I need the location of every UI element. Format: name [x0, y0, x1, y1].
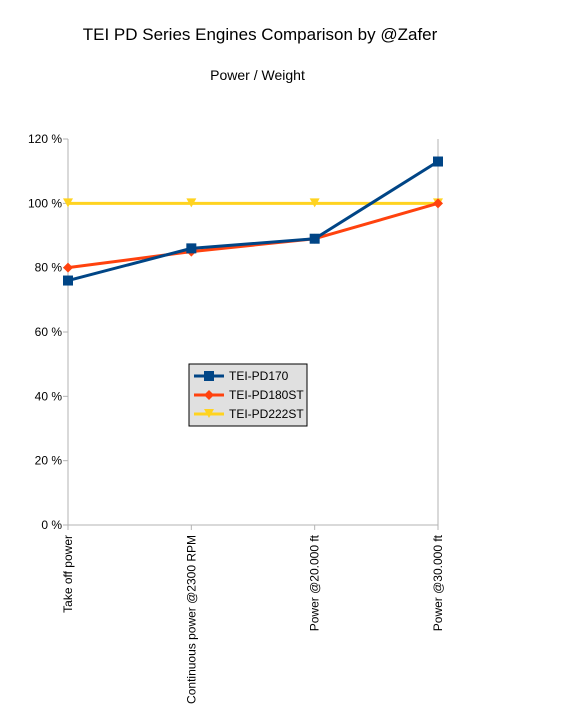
y-tick-label: 20 %: [35, 454, 63, 468]
y-tick-label: 0 %: [41, 518, 62, 532]
legend-entry: TEI-PD222ST: [194, 407, 304, 421]
data-point: [186, 198, 197, 208]
data-point: [63, 275, 73, 286]
chart-series: [63, 156, 443, 286]
series-tei-pd180st: [63, 198, 443, 273]
legend-entry: TEI-PD170: [194, 369, 289, 383]
data-point: [309, 233, 320, 244]
y-tick-label: 120 %: [28, 132, 62, 146]
y-axis-ticks: 0 % 20 % 40 % 60 % 80 % 100 % 120 %: [28, 132, 68, 532]
x-tick-label: Power @20.000 ft: [308, 534, 322, 631]
data-point: [63, 262, 73, 273]
y-tick-label: 60 %: [35, 325, 63, 339]
y-tick-label: 100 %: [28, 196, 62, 210]
x-tick-label: Take off power: [61, 535, 75, 613]
chart-subtitle: Power / Weight: [210, 67, 305, 83]
legend-marker: [204, 371, 214, 381]
legend-marker: [204, 390, 214, 400]
x-axis-ticks: Take off power Continuous power @2300 RPM…: [61, 525, 445, 704]
y-tick-label: 80 %: [35, 261, 63, 275]
data-point: [309, 198, 320, 208]
legend-marker: [204, 409, 214, 418]
legend-label: TEI-PD170: [229, 369, 289, 383]
legend-label: TEI-PD222ST: [229, 407, 304, 421]
chart-title: TEI PD Series Engines Comparison by @Zaf…: [82, 25, 438, 44]
data-point: [433, 198, 443, 209]
y-tick-label: 40 %: [35, 389, 63, 403]
series-line: [67, 201, 439, 270]
x-tick-label: Power @30.000 ft: [431, 534, 445, 631]
chart-legend: TEI-PD170 TEI-PD180ST TEI-PD222ST: [188, 363, 308, 427]
data-point: [186, 243, 197, 254]
legend-label: TEI-PD180ST: [229, 388, 304, 402]
x-tick-label: Continuous power @2300 RPM: [184, 535, 198, 704]
series-tei-pd222st: [63, 198, 443, 208]
data-point: [63, 198, 73, 208]
data-point: [433, 156, 443, 167]
series-line: [67, 160, 439, 282]
series-tei-pd170: [63, 156, 443, 286]
legend-entry: TEI-PD180ST: [194, 388, 304, 402]
